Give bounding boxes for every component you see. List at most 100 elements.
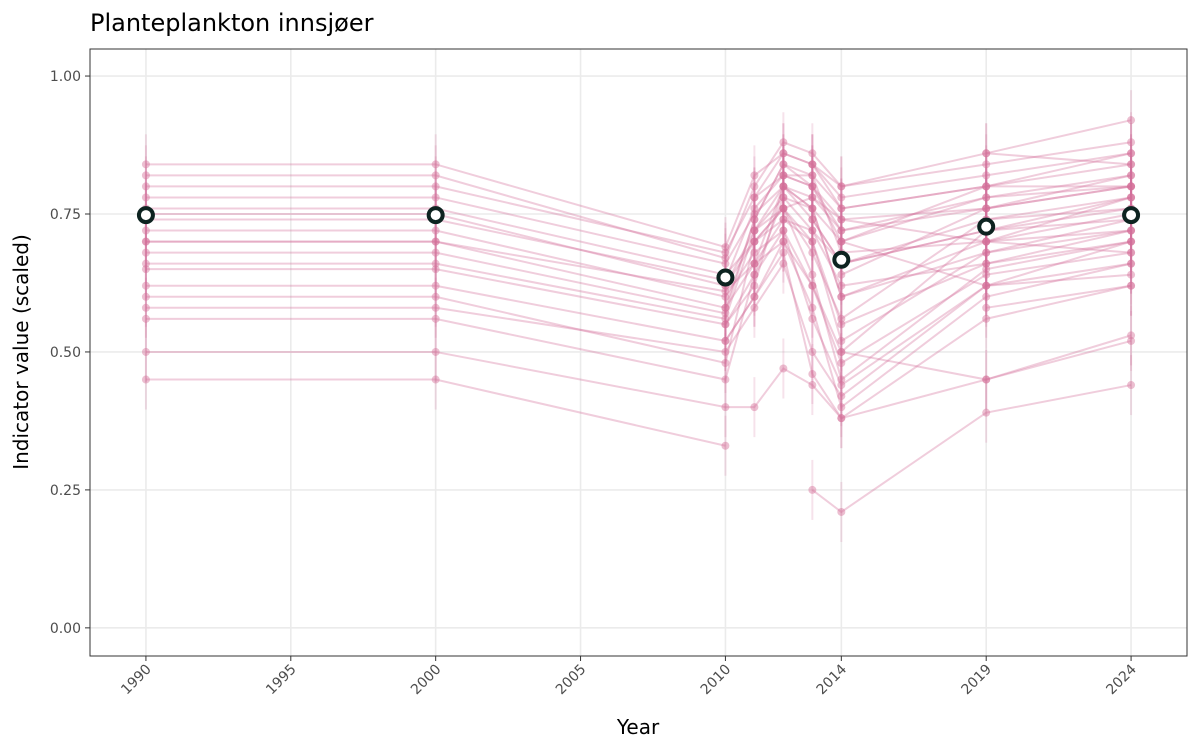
series-point (837, 226, 846, 235)
series-point (982, 281, 991, 290)
series-point (837, 193, 846, 202)
series-point (721, 303, 730, 312)
series-point (431, 237, 440, 246)
series-point (779, 171, 788, 180)
series-point (982, 303, 991, 312)
series-point (808, 370, 817, 379)
series-line (145, 207, 1132, 321)
series-point (141, 292, 150, 301)
series-line (783, 174, 1132, 232)
series-point (779, 160, 788, 169)
series-point (779, 171, 788, 180)
series-line (145, 339, 1132, 420)
series-point (837, 414, 846, 423)
series-point (779, 204, 788, 213)
series-point (982, 182, 991, 191)
series-point (779, 237, 788, 246)
series-point (750, 259, 759, 268)
series-point (837, 237, 846, 246)
series-point (141, 237, 150, 246)
series-line (986, 284, 1132, 309)
series-point (808, 182, 817, 191)
series-point (1127, 193, 1136, 202)
series-point (1127, 237, 1136, 246)
series-line (145, 218, 1132, 354)
series-point (721, 403, 730, 412)
series-line (841, 240, 1132, 287)
series-point (808, 171, 817, 180)
series-point (431, 182, 440, 191)
series-point (721, 441, 730, 450)
series-point (779, 215, 788, 224)
series-point (1127, 193, 1136, 202)
series-point (837, 292, 846, 301)
series-point (721, 248, 730, 257)
series-point (431, 248, 440, 257)
series-point (982, 270, 991, 279)
series-line (145, 119, 1132, 260)
series-point (1127, 336, 1136, 345)
series-point (1127, 226, 1136, 235)
series-point (721, 375, 730, 384)
series-point (721, 320, 730, 329)
series-point (1127, 160, 1136, 169)
series-point (141, 182, 150, 191)
series-point (779, 149, 788, 158)
series-point (141, 347, 150, 356)
series-line (145, 174, 1132, 254)
series-point (982, 160, 991, 169)
series-line (753, 184, 1132, 299)
series-line (724, 163, 1132, 309)
series-line (145, 196, 1132, 276)
x-axis-label: Year (616, 715, 660, 739)
series-point (141, 314, 150, 323)
series-point (431, 160, 440, 169)
series-point (808, 381, 817, 390)
x-tick-label: 1990 (118, 662, 155, 699)
series-point (721, 287, 730, 296)
series-point (431, 259, 440, 268)
series-line (782, 207, 1132, 326)
series-point (982, 408, 991, 417)
series-line (145, 163, 1132, 282)
series-point (141, 226, 150, 235)
series-point (141, 265, 150, 274)
median-point (977, 217, 996, 236)
series-line (145, 195, 1132, 381)
x-tick-label: 1995 (263, 662, 300, 699)
series-point (779, 182, 788, 191)
series-point (837, 403, 846, 412)
series-point (837, 292, 846, 301)
series-point (779, 138, 788, 147)
x-tick-label: 2010 (698, 662, 735, 699)
series-line (145, 261, 1132, 398)
series-point (750, 292, 759, 301)
series-line (145, 162, 1132, 315)
series-point (750, 270, 759, 279)
x-tick-label: 2019 (959, 662, 996, 699)
series-point (141, 248, 150, 257)
series-point (1127, 270, 1136, 279)
series-point (750, 215, 759, 224)
series-point (779, 204, 788, 213)
y-tick-label: 0.50 (50, 345, 81, 361)
series-point (1127, 182, 1136, 191)
series-point (779, 226, 788, 235)
series-point (779, 259, 788, 268)
series-point (141, 259, 150, 268)
series-point (837, 237, 846, 246)
median-point (1122, 206, 1141, 225)
series-point (750, 270, 759, 279)
series-point (721, 243, 730, 252)
series-point (779, 248, 788, 257)
series-point (808, 237, 817, 246)
series-point (1127, 226, 1136, 235)
series-point (982, 375, 991, 384)
series-line (986, 152, 1132, 166)
series-point (431, 303, 440, 312)
series-point (982, 375, 991, 384)
series-point (141, 171, 150, 180)
series-line (811, 152, 1132, 210)
y-tick-label: 0.25 (50, 483, 81, 499)
